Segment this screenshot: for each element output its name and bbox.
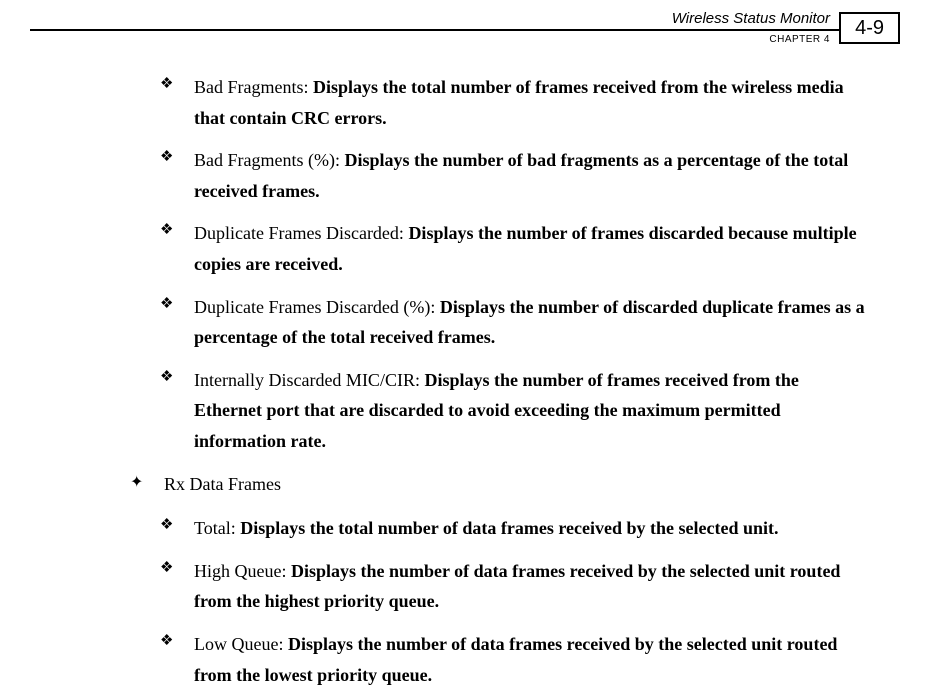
page-number: 4-9 bbox=[839, 12, 900, 44]
list-item: Duplicate Frames Discarded: Displays the… bbox=[160, 218, 870, 279]
list-item: Duplicate Frames Discarded (%): Displays… bbox=[160, 292, 870, 353]
description: Displays the total number of data frames… bbox=[240, 518, 778, 538]
list-item: Bad Fragments: Displays the total number… bbox=[160, 72, 870, 133]
section-list: Rx Data Frames bbox=[60, 469, 870, 500]
section-label: Rx Data Frames bbox=[164, 474, 281, 494]
term: High Queue: bbox=[194, 561, 291, 581]
description: Displays the number of data frames recei… bbox=[194, 561, 840, 612]
description: Displays the number of data frames recei… bbox=[194, 634, 837, 685]
list-item: Total: Displays the total number of data… bbox=[160, 513, 870, 544]
list-item: High Queue: Displays the number of data … bbox=[160, 556, 870, 617]
term: Duplicate Frames Discarded: bbox=[194, 223, 408, 243]
list-item: Internally Discarded MIC/CIR: Displays t… bbox=[160, 365, 870, 457]
term: Total: bbox=[194, 518, 240, 538]
term: Duplicate Frames Discarded (%): bbox=[194, 297, 440, 317]
term: Internally Discarded MIC/CIR: bbox=[194, 370, 424, 390]
page: Wireless Status Monitor CHAPTER 4 4-9 Ba… bbox=[0, 0, 930, 694]
list-item: Low Queue: Displays the number of data f… bbox=[160, 629, 870, 690]
term: Bad Fragments: bbox=[194, 77, 313, 97]
definition-list-bottom: Total: Displays the total number of data… bbox=[60, 513, 870, 690]
list-item: Bad Fragments (%): Displays the number o… bbox=[160, 145, 870, 206]
term: Bad Fragments (%): bbox=[194, 150, 344, 170]
page-header: Wireless Status Monitor CHAPTER 4 4-9 bbox=[30, 10, 900, 50]
content: Bad Fragments: Displays the total number… bbox=[0, 72, 930, 690]
term: Low Queue: bbox=[194, 634, 288, 654]
header-title: Wireless Status Monitor bbox=[672, 10, 830, 27]
section-item: Rx Data Frames bbox=[130, 469, 870, 500]
chapter-label: CHAPTER 4 bbox=[769, 34, 830, 45]
definition-list-top: Bad Fragments: Displays the total number… bbox=[60, 72, 870, 457]
header-rule bbox=[30, 29, 900, 31]
